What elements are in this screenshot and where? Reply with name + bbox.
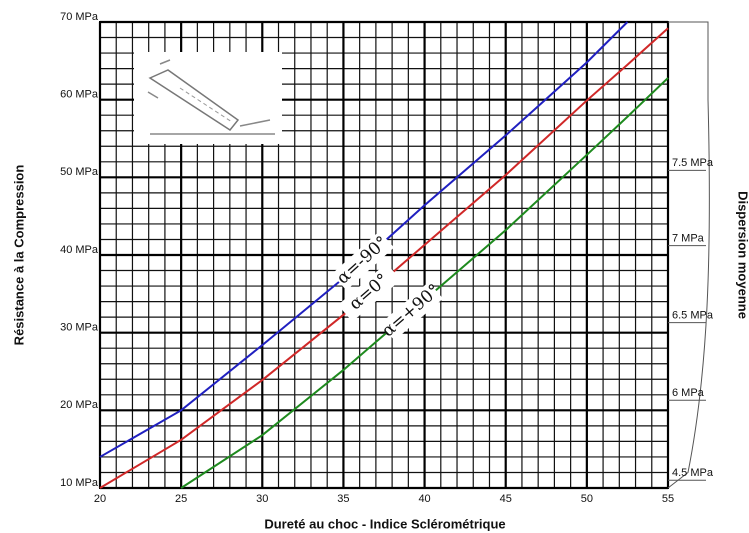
dispersion-axis-title: Dispersion moyenne: [736, 191, 749, 319]
inset-sketch: [134, 52, 282, 144]
x-tick-label: 50: [581, 493, 593, 505]
x-tick-label: 40: [418, 493, 430, 505]
x-tick-label: 25: [175, 493, 187, 505]
dispersion-tick-label: 6.5 MPa: [672, 309, 714, 321]
dispersion-tick-label: 4.5 MPa: [672, 467, 714, 479]
background: [0, 0, 749, 533]
x-tick-label: 30: [256, 493, 268, 505]
y-tick-label: 10 MPa: [60, 477, 99, 489]
y-tick-label: 30 MPa: [60, 322, 99, 334]
dispersion-tick-label: 7.5 MPa: [672, 157, 714, 169]
x-tick-label: 35: [337, 493, 349, 505]
y-axis-title: Résistance à la Compression: [11, 165, 26, 346]
x-tick-label: 45: [500, 493, 512, 505]
y-tick-label: 60 MPa: [60, 89, 99, 101]
dispersion-tick-label: 6 MPa: [672, 387, 705, 399]
y-tick-label: 20 MPa: [60, 399, 99, 411]
x-tick-label: 55: [662, 493, 674, 505]
x-axis-title: Dureté au choc - Indice Sclérométrique: [264, 516, 505, 531]
chart: 20 25 30 35 40 45 50 55 10 MPa 20 MPa 30 MPa 40 MPa…: [0, 0, 749, 533]
y-tick-label: 50 MPa: [60, 166, 99, 178]
y-tick-label: 70 MPa: [60, 11, 99, 23]
x-tick-label: 20: [94, 493, 106, 505]
dispersion-tick-label: 7 MPa: [672, 233, 705, 245]
y-tick-label: 40 MPa: [60, 244, 99, 256]
